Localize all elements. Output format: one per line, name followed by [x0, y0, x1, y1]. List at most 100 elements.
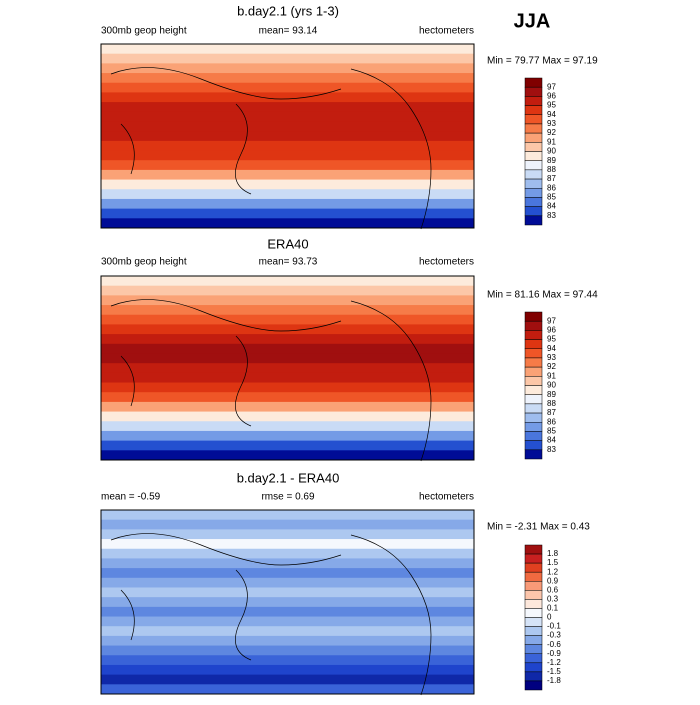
colorbar-box	[524, 662, 543, 673]
panel-title: ERA40	[267, 236, 308, 251]
colorbar-box	[524, 653, 543, 664]
map-band	[101, 82, 474, 93]
map-band	[101, 314, 474, 325]
colorbar-box	[524, 366, 543, 377]
colorbar-label: 87	[547, 174, 556, 183]
colorbar-box	[524, 178, 543, 189]
colorbar-box	[524, 403, 543, 414]
colorbar-label: 83	[547, 445, 556, 454]
colorbar-box	[524, 357, 543, 368]
colorbar-box	[524, 77, 543, 88]
colorbar-box	[524, 105, 543, 115]
colorbar-label: 97	[547, 82, 556, 91]
min-max: Min = 79.77 Max = 97.19	[487, 56, 598, 67]
colorbar-label: 0	[547, 613, 552, 622]
colorbar-box	[524, 215, 543, 226]
map-band	[101, 131, 474, 142]
map-band	[101, 92, 474, 103]
panel-title: b.day2.1 (yrs 1-3)	[237, 3, 339, 18]
colorbar-box	[524, 160, 543, 171]
map-band	[101, 44, 474, 55]
colorbar-box	[524, 206, 543, 217]
colorbar-label: 94	[547, 110, 556, 119]
colorbar-box	[524, 553, 543, 564]
colorbar-label: 88	[547, 399, 556, 408]
colorbar-label: 1.2	[547, 567, 559, 576]
map-band	[101, 577, 474, 588]
map-band	[101, 440, 474, 451]
colorbar-box	[524, 544, 543, 555]
colorbar-label: 94	[547, 344, 556, 353]
map-band	[101, 450, 474, 461]
colorbar-label: 0.1	[547, 604, 559, 613]
map-band	[101, 430, 474, 442]
map-band	[101, 684, 474, 695]
colorbar-box	[524, 142, 543, 152]
map-band	[101, 276, 474, 287]
map-band	[101, 382, 474, 393]
colorbar-label: -0.6	[547, 640, 561, 649]
colorbar-label: -0.1	[547, 622, 561, 631]
center-label: mean= 93.14	[259, 26, 318, 37]
colorbar-label: 93	[547, 119, 556, 128]
colorbar-box	[524, 644, 543, 654]
colorbar-label: 91	[547, 371, 556, 380]
map-band	[101, 558, 474, 569]
colorbar-label: 88	[547, 165, 556, 174]
left-label: 300mb geop height	[101, 257, 187, 268]
colorbar-label: 0.9	[547, 576, 559, 585]
colorbar-label: 85	[547, 427, 556, 436]
colorbar-box	[524, 123, 543, 134]
map-band	[101, 626, 474, 637]
coastline	[110, 67, 432, 230]
map-band	[101, 645, 474, 656]
map-band	[101, 102, 474, 113]
map-band	[101, 179, 474, 190]
map-band	[101, 411, 474, 422]
colorbar-label: 85	[547, 193, 556, 202]
colorbar-box	[524, 188, 543, 198]
center-label: rmse = 0.69	[261, 492, 315, 503]
map-frame	[100, 43, 475, 229]
colorbar-box	[524, 132, 543, 143]
map-frame	[100, 509, 475, 695]
map-band	[101, 189, 474, 200]
map-band	[101, 198, 474, 210]
map-band	[101, 208, 474, 219]
colorbar-label: -1.2	[547, 658, 561, 667]
map-band	[101, 140, 474, 152]
coastline	[110, 299, 432, 462]
map-band	[101, 587, 474, 598]
colorbar-label: 86	[547, 183, 556, 192]
colorbar-box	[524, 96, 543, 106]
colorbar-label: 84	[547, 436, 556, 445]
map-band	[101, 63, 474, 74]
colorbar-box	[524, 671, 543, 682]
map-band	[101, 353, 474, 364]
map-band	[101, 401, 474, 413]
map-band	[101, 150, 474, 161]
map-band	[101, 548, 474, 559]
colorbar-box	[524, 635, 543, 645]
map-band	[101, 635, 474, 647]
colorbar-label: -1.8	[547, 676, 561, 685]
map-band	[101, 334, 474, 345]
map-band	[101, 73, 474, 84]
right-label: hectometers	[419, 492, 474, 503]
colorbar-label: 92	[547, 128, 556, 137]
colorbar-box	[524, 449, 543, 460]
map-band	[101, 121, 474, 132]
colorbar-box	[524, 608, 543, 618]
colorbar-label: 0.3	[547, 594, 559, 603]
colorbar-box	[524, 169, 543, 180]
map-band	[101, 111, 474, 122]
colorbar-label: 90	[547, 147, 556, 156]
colorbar-label: 84	[547, 202, 556, 211]
colorbar-label: 95	[547, 335, 556, 344]
map-band	[101, 343, 474, 354]
colorbar-label: -1.5	[547, 667, 561, 676]
map-band	[101, 606, 474, 618]
colorbar-box	[524, 581, 543, 591]
left-label: 300mb geop height	[101, 26, 187, 37]
colorbar-label: 0.6	[547, 585, 559, 594]
